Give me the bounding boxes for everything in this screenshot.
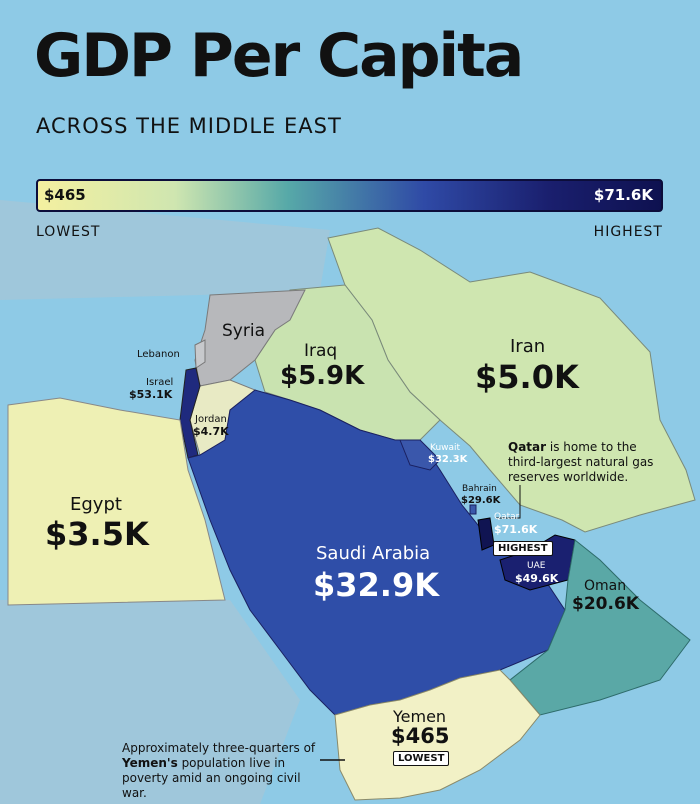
yemen-note-pre: Approximately three-quarters of: [122, 741, 316, 755]
yemen-note: Approximately three-quarters of Yemen's …: [122, 741, 322, 801]
qatar-note-bold: Qatar: [508, 440, 547, 454]
egypt-region: [7, 397, 226, 606]
saudi-name: Saudi Arabia: [316, 543, 431, 564]
israel-name: Israel: [146, 377, 174, 388]
lebanon-region: [194, 339, 206, 369]
egypt-value: $3.5K: [45, 515, 149, 553]
uae-name: UAE: [527, 561, 546, 571]
bahrain-region: [469, 504, 477, 515]
legend-max-label: HIGHEST: [593, 224, 663, 240]
oman-name: Oman: [584, 578, 627, 594]
oman-region: [509, 539, 691, 716]
qatar-name: Qatar: [494, 512, 520, 522]
kuwait-name: Kuwait: [430, 443, 461, 453]
kuwait-region: [399, 439, 441, 471]
yemen-value: $465: [391, 724, 450, 748]
yemen-lowest-tag: LOWEST: [393, 751, 450, 766]
israel-value: $53.1K: [129, 388, 173, 401]
legend-min-value: $465: [44, 186, 86, 204]
oman-value: $20.6K: [572, 594, 639, 614]
legend-min-label: LOWEST: [36, 224, 101, 240]
page-title: GDP Per Capita: [34, 21, 524, 91]
bahrain-name: Bahrain: [462, 484, 497, 494]
turkey-land: [0, 200, 330, 300]
iran-name: Iran: [510, 336, 546, 357]
saudi-value: $32.9K: [313, 566, 440, 604]
qatar-highest-tag: HIGHEST: [493, 541, 553, 556]
kuwait-value: $32.3K: [428, 454, 468, 465]
qatar-value: $71.6K: [494, 523, 538, 536]
qatar-note-text: is home to the third-largest natural gas…: [508, 440, 654, 484]
legend-color-scale: $465 $71.6K: [36, 179, 663, 212]
jordan-value: $4.7K: [193, 425, 229, 438]
iraq-name: Iraq: [304, 341, 338, 361]
yemen-region: [334, 669, 541, 801]
africa-land: [0, 600, 300, 804]
iraq-value: $5.9K: [280, 361, 365, 391]
yemen-note-text: population live in poverty amid an ongoi…: [122, 756, 301, 800]
iran-value: $5.0K: [475, 358, 579, 396]
qatar-leader-line: [496, 485, 521, 519]
page-subtitle: ACROSS THE MIDDLE EAST: [36, 114, 342, 138]
yemen-note-bold: Yemen's: [122, 756, 178, 770]
egypt-name: Egypt: [70, 494, 122, 515]
jordan-name: Jordan: [195, 414, 227, 425]
lebanon-name: Lebanon: [137, 349, 180, 360]
bahrain-value: $29.6K: [461, 495, 501, 506]
syria-name: Syria: [222, 321, 265, 341]
yemen-name: Yemen: [393, 707, 447, 726]
uae-value: $49.6K: [515, 572, 559, 585]
legend-max-value: $71.6K: [593, 186, 653, 204]
qatar-note: Qatar is home to the third-largest natur…: [508, 440, 658, 485]
